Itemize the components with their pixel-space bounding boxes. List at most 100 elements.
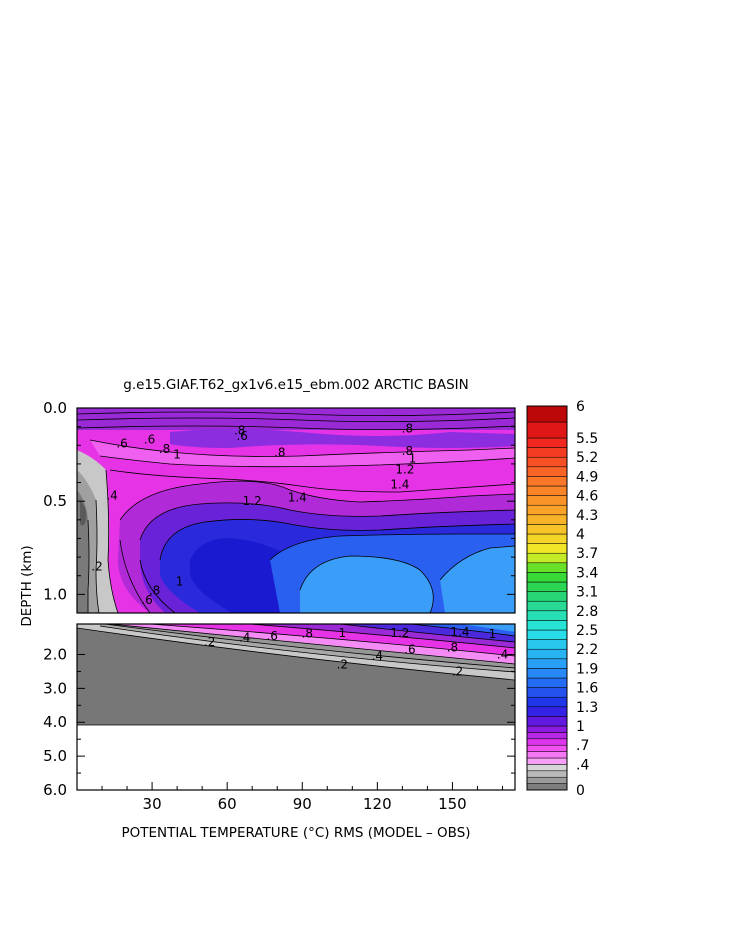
chart-title: g.e15.GIAF.T62_gx1v6.e15_ebm.002 ARCTIC … — [123, 377, 468, 393]
colorbar-swatch — [526, 620, 568, 631]
contour-label: .4 — [497, 647, 508, 661]
x-tick-label: 120 — [363, 795, 392, 813]
colorbar-label: 3.7 — [576, 546, 598, 562]
colorbar-label: 3.1 — [576, 585, 598, 601]
colorbar-swatch — [526, 533, 568, 544]
contour-label: .2 — [337, 658, 348, 672]
x-tick-label: 150 — [438, 795, 467, 813]
colorbar: 0 .4 .7 1 1.3 1.6 1.9 2.2 2.5 2.8 3.1 3.4 3.7 4 4.3 4.6… — [526, 399, 598, 799]
colorbar-label: 1.6 — [576, 681, 598, 697]
x-axis: 30 60 90 120 150 — [101, 782, 503, 813]
colorbar-swatch — [526, 738, 568, 746]
x-tick-label: 60 — [218, 795, 237, 813]
contour-label: 1 — [489, 627, 497, 641]
colorbar-swatch — [526, 466, 568, 477]
colorbar-label: .4 — [576, 757, 589, 773]
contour-label: 1 — [176, 574, 184, 588]
colorbar-label: 5.5 — [576, 431, 598, 447]
contour-label: .6 — [116, 436, 127, 450]
colorbar-swatch — [526, 485, 568, 496]
colorbar-label: 1 — [576, 719, 585, 735]
x-tick-label: 90 — [293, 795, 312, 813]
colorbar-label: 4.6 — [576, 489, 598, 505]
upper-contour-labels: .2.4.6.6.6.8.8.8.8.81 11.21.21.41.4.6.81 — [91, 422, 416, 607]
colorbar-swatch — [526, 757, 568, 765]
contour-label: 1.4 — [288, 490, 307, 504]
colorbar-swatch — [526, 514, 568, 525]
band-blue-light — [300, 556, 434, 613]
colorbar-swatch — [526, 591, 568, 602]
colorbar-swatch — [526, 543, 568, 554]
y-tick-label: 3.0 — [43, 679, 67, 697]
colorbar-swatch — [526, 725, 568, 733]
colorbar-label: 4 — [576, 527, 585, 543]
contour-label: .4 — [239, 631, 250, 645]
y-tick-label: 0.5 — [43, 492, 67, 510]
colorbar-swatch — [526, 770, 568, 778]
y-tick-label: 5.0 — [43, 747, 67, 765]
colorbar-swatch — [526, 562, 568, 573]
colorbar-label: .7 — [576, 738, 589, 754]
colorbar-label: 5.2 — [576, 450, 598, 466]
colorbar-frame — [526, 405, 568, 791]
contour-label: 1.2 — [243, 494, 262, 508]
colorbar-swatch — [526, 572, 568, 583]
contour-label: .8 — [149, 584, 160, 598]
contour-label: .8 — [302, 626, 313, 640]
colorbar-swatch — [526, 456, 568, 468]
colorbar-swatch — [526, 696, 568, 708]
colorbar-swatch — [526, 732, 568, 740]
colorbar-swatch — [526, 504, 568, 516]
x-tick-label: 30 — [143, 795, 162, 813]
x-axis-label: POTENTIAL TEMPERATURE (°C) RMS (MODEL – … — [121, 825, 470, 841]
colorbar-swatch — [526, 764, 568, 772]
contour-label: .6 — [144, 433, 155, 447]
colorbar-swatch — [526, 716, 568, 727]
colorbar-swatch — [526, 639, 568, 650]
y-tick-label: 2.0 — [43, 645, 67, 663]
band-surface-violet — [170, 429, 515, 448]
lower-contour-lines — [77, 624, 515, 726]
contour-label: .8 — [402, 422, 413, 436]
y-axis-lower: 2.0 3.0 4.0 5.0 6.0 — [43, 645, 515, 799]
contour-label: 1.4 — [390, 477, 409, 491]
upper-contour-bands — [77, 408, 515, 613]
band-surface-purple — [77, 408, 515, 430]
colorbar-swatch — [526, 421, 568, 439]
colorbar-swatch — [526, 776, 568, 784]
upper-contour-lines — [77, 411, 515, 613]
contour-label: 1.2 — [395, 463, 414, 477]
colorbar-swatch — [526, 744, 568, 752]
contour-label: .6 — [141, 593, 152, 607]
y-tick-label: 4.0 — [43, 713, 67, 731]
contour-label: .8 — [159, 442, 170, 456]
colorbar-swatch — [526, 610, 568, 621]
colorbar-label: 2.8 — [576, 604, 598, 620]
y-tick-label: 0.0 — [43, 399, 67, 417]
colorbar-swatch — [526, 524, 568, 535]
contour-label: .6 — [266, 629, 277, 643]
colorbar-label: 1.9 — [576, 661, 598, 677]
colorbar-swatch — [526, 437, 568, 448]
contour-label: .6 — [404, 642, 415, 656]
colorbar-swatch — [526, 706, 568, 717]
colorbar-label: 2.2 — [576, 642, 598, 658]
y-axis-upper: 0.0 0.5 1.0 — [43, 399, 515, 614]
band-below-bottom — [77, 725, 515, 790]
colorbar-swatch — [526, 552, 568, 564]
contour-label: .8 — [447, 641, 458, 655]
contour-label: .8 — [274, 446, 285, 460]
contour-label: .4 — [106, 489, 117, 503]
colorbar-swatch — [526, 476, 568, 487]
band-light-magenta — [90, 440, 515, 467]
colorbar-swatch — [526, 687, 568, 698]
colorbar-label: 0 — [576, 783, 585, 799]
colorbar-label: 3.4 — [576, 565, 598, 581]
colorbar-swatch — [526, 668, 568, 679]
colorbar-label: 1.3 — [576, 700, 598, 716]
contour-label: .8 — [402, 444, 413, 458]
contour-label: 1 — [409, 451, 417, 465]
y-tick-label: 1.0 — [43, 585, 67, 603]
colorbar-swatch — [526, 677, 568, 688]
